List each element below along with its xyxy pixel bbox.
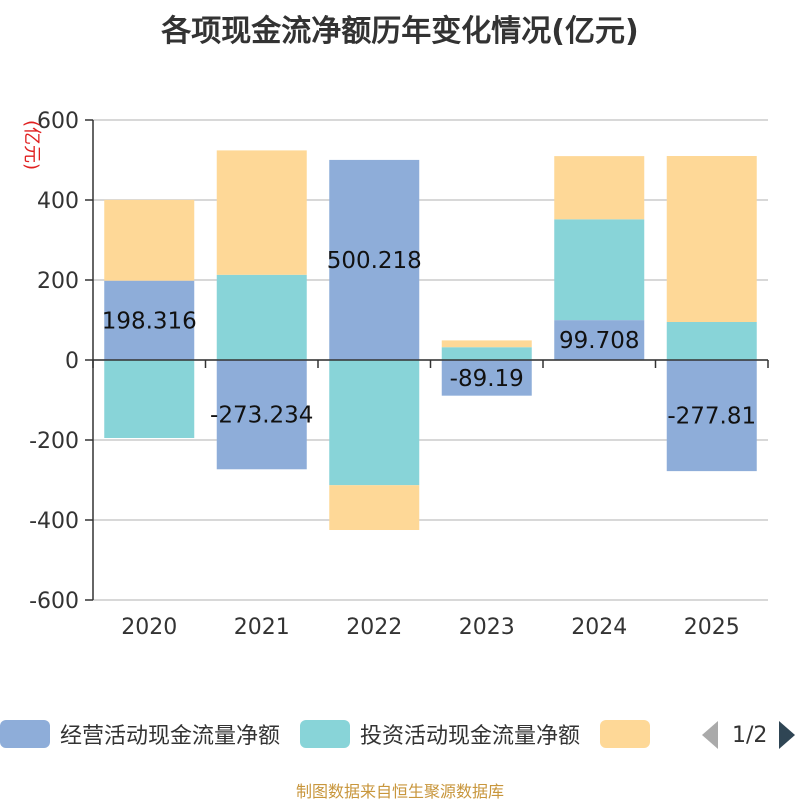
bar-series0-2024[interactable]: [554, 320, 645, 360]
y-tick-label: 0: [65, 349, 79, 374]
data-label-2021: -273.234: [210, 403, 313, 429]
x-tick-label: 2023: [459, 615, 515, 640]
legend-item-operating[interactable]: 经营活动现金流量净额: [0, 718, 280, 750]
bar-series0-2025[interactable]: [666, 360, 757, 472]
x-tick-label: 2021: [234, 615, 290, 640]
bar-series1-2025[interactable]: [666, 322, 757, 360]
bar-series0-2022[interactable]: [329, 159, 420, 360]
legend-label-operating: 经营活动现金流量净额: [60, 724, 281, 749]
x-tick-label: 2024: [571, 615, 627, 640]
bar-series2-2022[interactable]: [329, 485, 420, 530]
bar-series2-2025[interactable]: [666, 156, 757, 322]
x-tick-label: 2020: [121, 615, 177, 640]
legend-pager: 1/2: [702, 720, 796, 750]
bar-series2-2021[interactable]: [216, 150, 307, 275]
bar-series0-2020[interactable]: [104, 280, 195, 360]
x-tick-label: 2022: [346, 615, 402, 640]
y-tick-label: 200: [37, 269, 79, 294]
legend: 经营活动现金流量净额 投资活动现金流量净额: [0, 716, 680, 752]
y-tick-label: 400: [37, 189, 79, 214]
data-label-2020: 198.316: [102, 308, 197, 334]
bar-series1-2020[interactable]: [104, 360, 195, 438]
chart-title: 各项现金流净额历年变化情况(亿元): [161, 14, 639, 49]
data-label-2024: 99.708: [559, 328, 639, 354]
y-tick-label: 600: [37, 109, 79, 134]
bar-series0-2021[interactable]: [216, 360, 307, 470]
y-tick-label: -600: [29, 589, 79, 614]
y-axis-label: (亿元): [21, 120, 42, 170]
legend-item-financing[interactable]: [600, 720, 660, 748]
pager-next-icon[interactable]: [779, 721, 796, 749]
pager-text: 1/2: [732, 722, 768, 748]
bar-series0-2023[interactable]: [441, 360, 532, 396]
y-tick-label: -400: [29, 509, 79, 534]
bar-series1-2024[interactable]: [554, 219, 645, 321]
y-tick-label: -200: [29, 429, 79, 454]
bar-series2-2020[interactable]: [104, 199, 195, 281]
pager-prev-icon[interactable]: [702, 721, 718, 749]
data-label-2022: 500.218: [327, 248, 422, 274]
data-label-2023: -89.19: [450, 366, 524, 392]
legend-swatch-financing: [600, 720, 651, 748]
x-tick-label: 2025: [684, 615, 740, 640]
bar-series1-2022[interactable]: [329, 360, 420, 486]
legend-item-investing[interactable]: 投资活动现金流量净额: [300, 718, 580, 750]
bar-series1-2023[interactable]: [441, 347, 532, 360]
bar-series2-2023[interactable]: [441, 340, 532, 348]
source-note: 制图数据来自恒生聚源数据库: [295, 782, 504, 801]
legend-swatch-operating: [0, 720, 50, 748]
bar-series1-2021[interactable]: [216, 274, 307, 360]
legend-swatch-investing: [300, 720, 351, 748]
data-label-2025: -277.81: [667, 404, 756, 430]
legend-label-investing: 投资活动现金流量净额: [360, 724, 581, 749]
bar-series2-2024[interactable]: [554, 156, 645, 220]
